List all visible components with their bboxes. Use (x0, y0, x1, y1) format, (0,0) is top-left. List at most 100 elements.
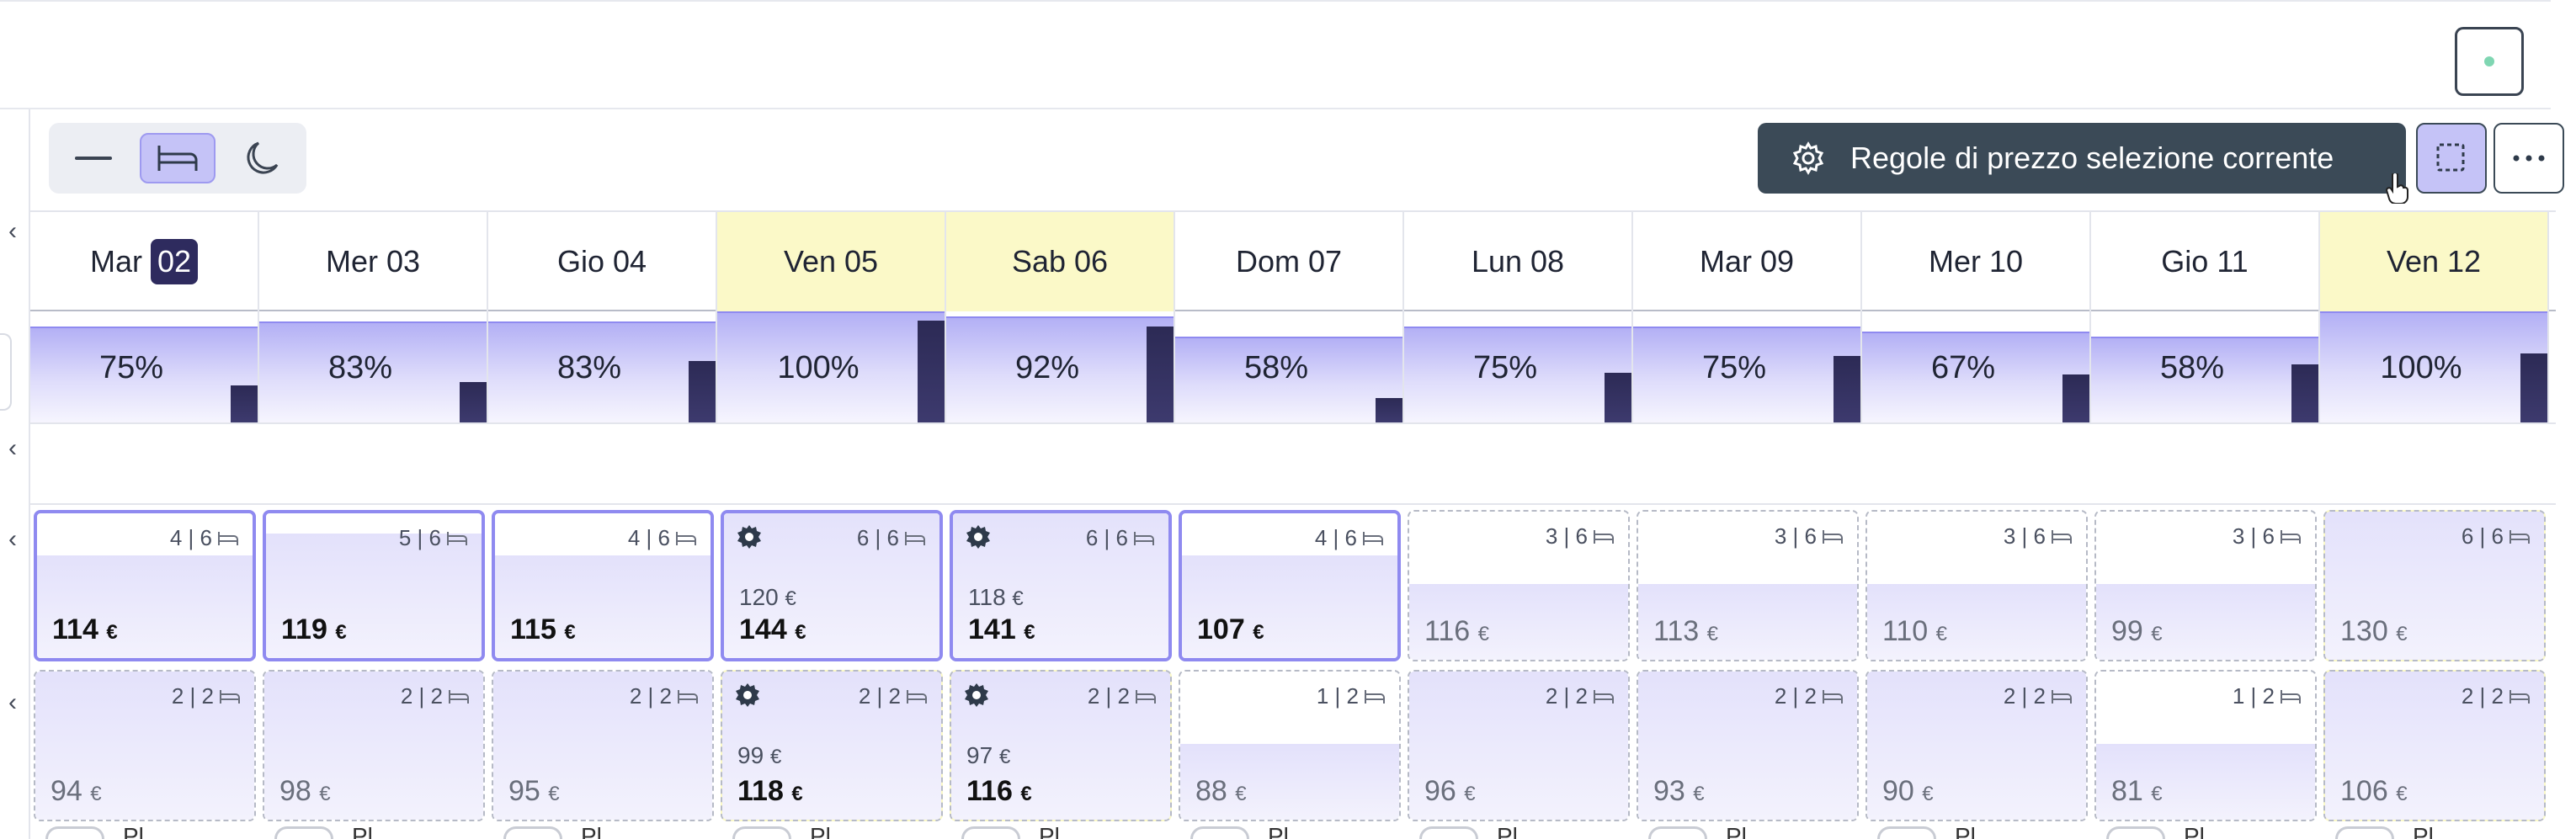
more-options-button[interactable] (2494, 123, 2564, 194)
rate-price: 93 € (1653, 775, 1705, 807)
availability-count: 2 | 2 (2004, 683, 2073, 709)
toggle-switch[interactable] (2335, 826, 2394, 839)
toggle-switch[interactable] (1877, 826, 1936, 839)
selection-mode-button[interactable] (2416, 123, 2487, 194)
rate-cell[interactable]: 2 | 2 90 € (1865, 670, 2088, 821)
currency-symbol: € (1477, 623, 1490, 645)
date-header-cell[interactable]: Mer 10 (1862, 212, 2091, 311)
date-header-cell[interactable]: Gio 11 (2091, 212, 2320, 311)
occupancy-fill (488, 321, 716, 422)
availability-count: 2 | 2 (2462, 683, 2531, 709)
rate-cell[interactable]: 1 | 2 81 € (2094, 670, 2317, 821)
rate-cell[interactable]: 2 | 2 96 € (1408, 670, 1630, 821)
rate-price: 115 € (510, 613, 576, 645)
minus-icon (75, 157, 112, 160)
toggle-switch[interactable] (961, 826, 1020, 839)
toggle-label: Pl (810, 823, 831, 839)
occupancy-cell: 100% (717, 311, 946, 422)
rate-cell[interactable]: 4 | 6 115 € (492, 510, 714, 661)
rate-cell[interactable]: 4 | 6 114 € (34, 510, 256, 661)
availability-text: 2 | 2 (1087, 683, 1130, 709)
mode-minus-button[interactable] (56, 133, 131, 183)
currency-symbol: € (319, 783, 331, 805)
toggle-switch[interactable] (1419, 826, 1478, 839)
rate-cell[interactable]: 6 | 6 118 € 141 € (950, 510, 1172, 661)
availability-text: 2 | 2 (629, 683, 672, 709)
toggle-switch[interactable] (732, 826, 791, 839)
rate-cell-shade (493, 672, 712, 820)
toggle-switch[interactable] (45, 826, 104, 839)
rate-price: 130 € (2340, 615, 2408, 647)
date-header-cell[interactable]: Sab 06 (946, 212, 1175, 311)
availability-text: 2 | 2 (400, 683, 443, 709)
currency-symbol: € (1935, 623, 1948, 645)
collapse-chevron-icon[interactable]: ‹ (8, 217, 17, 245)
price-rules-button[interactable]: Regole di prezzo selezione corrente (1758, 123, 2406, 194)
rate-cell[interactable]: 2 | 2 97 € 116 € (950, 670, 1172, 821)
rate-cell[interactable]: 1 | 2 88 € (1179, 670, 1401, 821)
currency-symbol: € (2396, 623, 2408, 645)
more-horizontal-icon (2513, 155, 2545, 162)
date-header-cell[interactable]: Mer 03 (259, 212, 488, 311)
availability-count: 3 | 6 (2004, 523, 2073, 550)
occupancy-fill (1633, 327, 1860, 422)
rate-cell[interactable]: 4 | 6 107 € (1179, 510, 1401, 661)
rate-cell[interactable]: 6 | 6 120 € 144 € (721, 510, 943, 661)
rate-cell[interactable]: 2 | 2 94 € (34, 670, 256, 821)
rate-cell[interactable]: 2 | 2 95 € (492, 670, 714, 821)
toggle-switch[interactable] (2106, 826, 2165, 839)
rate-cell-shade (1182, 555, 1397, 658)
rate-cell[interactable]: 3 | 6 116 € (1408, 510, 1630, 661)
toggle-switch[interactable] (503, 826, 562, 839)
date-header-cell[interactable]: Ven 05 (717, 212, 946, 311)
availability-count: 5 | 6 (399, 525, 468, 551)
rate-cell-shade (35, 672, 254, 820)
rate-cell-shade (1409, 672, 1628, 820)
collapse-chevron-icon[interactable]: ‹ (8, 525, 17, 553)
base-price: 99 € (737, 742, 782, 768)
toggle-label: Pl (2184, 823, 2205, 839)
rate-cell[interactable]: 2 | 2 98 € (263, 670, 485, 821)
rate-cell[interactable]: 3 | 6 110 € (1865, 510, 2088, 661)
rule-gear-icon (965, 683, 988, 707)
availability-count: 2 | 2 (172, 683, 241, 709)
toggle-label: Pl (1955, 823, 1976, 839)
rail-tab[interactable] (0, 333, 12, 411)
rate-cell[interactable]: 6 | 6 130 € (2323, 510, 2546, 661)
availability-text: 6 | 6 (2461, 523, 2504, 549)
collapse-chevron-icon[interactable]: ‹ (8, 688, 17, 716)
rate-cell-shade (1409, 584, 1628, 660)
currency-symbol: € (90, 783, 102, 805)
availability-text: 3 | 6 (2003, 523, 2046, 549)
status-indicator-button[interactable] (2455, 27, 2524, 96)
date-header-cell[interactable]: Dom 07 (1175, 212, 1404, 311)
date-header-cell[interactable]: Mar 02 (30, 212, 259, 311)
expand-chevron-icon[interactable]: ‹ (8, 434, 17, 462)
toggle-switch[interactable] (1190, 826, 1249, 839)
occupancy-fill (717, 311, 945, 422)
date-header-cell[interactable]: Mar 09 (1633, 212, 1862, 311)
rate-cell[interactable]: 2 | 2 106 € (2323, 670, 2546, 821)
occupancy-cell: 67% (1862, 311, 2091, 422)
bed-small-icon (1365, 689, 1385, 704)
mode-moon-button[interactable] (224, 133, 300, 183)
mode-bed-button[interactable] (140, 133, 216, 183)
rate-cell[interactable]: 3 | 6 99 € (2094, 510, 2317, 661)
base-price: 120 € (739, 584, 796, 610)
toggle-switch[interactable] (1648, 826, 1707, 839)
bed-small-icon (1363, 531, 1383, 545)
currency-symbol: € (2396, 783, 2408, 805)
date-header-cell[interactable]: Gio 04 (488, 212, 717, 311)
date-header-cell[interactable]: Lun 08 (1404, 212, 1633, 311)
rate-cell[interactable]: 2 | 2 99 € 118 € (721, 670, 943, 821)
bed-small-icon (2281, 529, 2301, 544)
hand-cursor-icon (2386, 173, 2408, 204)
date-label: Lun 08 (1471, 244, 1565, 279)
toggle-switch[interactable] (274, 826, 333, 839)
date-header-cell[interactable]: Ven 12 (2320, 212, 2549, 311)
rate-cell[interactable]: 2 | 2 93 € (1637, 670, 1859, 821)
occupancy-fill (1404, 327, 1631, 422)
rate-cell[interactable]: 5 | 6 119 € (263, 510, 485, 661)
rate-cell[interactable]: 3 | 6 113 € (1637, 510, 1859, 661)
availability-text: 3 | 6 (2232, 523, 2275, 549)
